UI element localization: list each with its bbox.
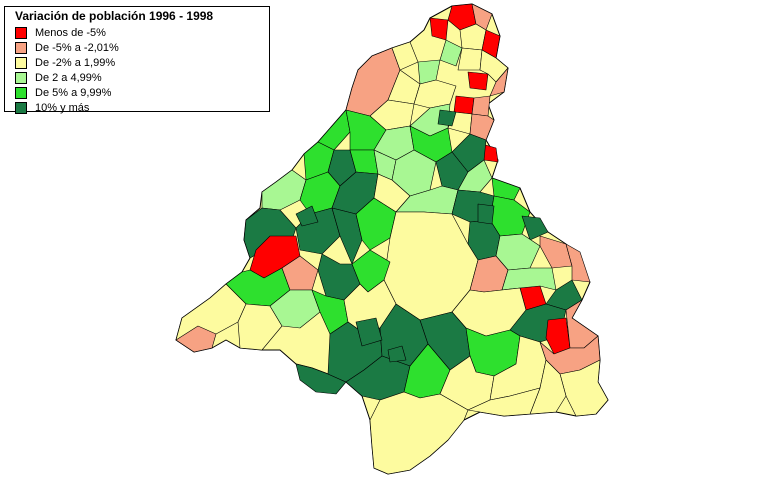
legend-title: Variación de población 1996 - 1998 xyxy=(15,9,214,23)
municipality-area xyxy=(295,205,319,227)
municipality-area xyxy=(457,159,493,193)
municipality-area xyxy=(369,391,469,475)
legend-item: De 5% a 9,99% xyxy=(11,85,263,100)
legend-item: De 2 a 4,99% xyxy=(11,70,263,85)
legend: Variación de población 1996 - 1998 Menos… xyxy=(4,6,270,115)
municipality-area xyxy=(281,255,319,291)
municipality-area xyxy=(477,203,495,225)
legend-label: De -5% a -2,01% xyxy=(35,41,119,54)
municipality-area xyxy=(295,363,347,395)
municipality-area xyxy=(387,345,407,363)
municipality-area xyxy=(521,215,549,241)
legend-swatch xyxy=(15,41,27,54)
municipality-area xyxy=(439,39,463,67)
legend-item: 10% y más xyxy=(11,100,263,115)
legend-item: De -2% a 1,99% xyxy=(11,55,263,70)
legend-label: 10% y más xyxy=(35,101,90,114)
municipality-area xyxy=(175,325,217,353)
municipality-area xyxy=(471,95,491,117)
legend-label: Menos de -5% xyxy=(35,26,106,39)
legend-swatch xyxy=(15,56,27,69)
municipality-area xyxy=(453,95,475,115)
legend-label: De 5% a 9,99% xyxy=(35,86,112,99)
legend-swatch xyxy=(15,71,27,84)
legend-item: De -5% a -2,01% xyxy=(11,40,263,55)
municipality-area xyxy=(437,109,457,127)
municipality-area xyxy=(467,387,541,417)
municipality-area xyxy=(355,317,383,347)
legend-swatch xyxy=(15,101,27,114)
municipality-area xyxy=(489,67,509,97)
legend-swatch xyxy=(15,86,27,99)
municipality-area xyxy=(467,71,489,91)
legend-label: De -2% a 1,99% xyxy=(35,56,116,69)
municipality-area xyxy=(565,243,591,283)
municipality-area xyxy=(559,359,609,417)
municipality-area xyxy=(501,267,557,291)
municipality-area xyxy=(331,207,363,265)
municipality-area xyxy=(457,47,483,71)
municipality-area xyxy=(539,235,573,269)
legend-item: Menos de -5% xyxy=(11,25,263,40)
legend-swatch xyxy=(15,26,27,39)
legend-label: De 2 a 4,99% xyxy=(35,71,102,84)
